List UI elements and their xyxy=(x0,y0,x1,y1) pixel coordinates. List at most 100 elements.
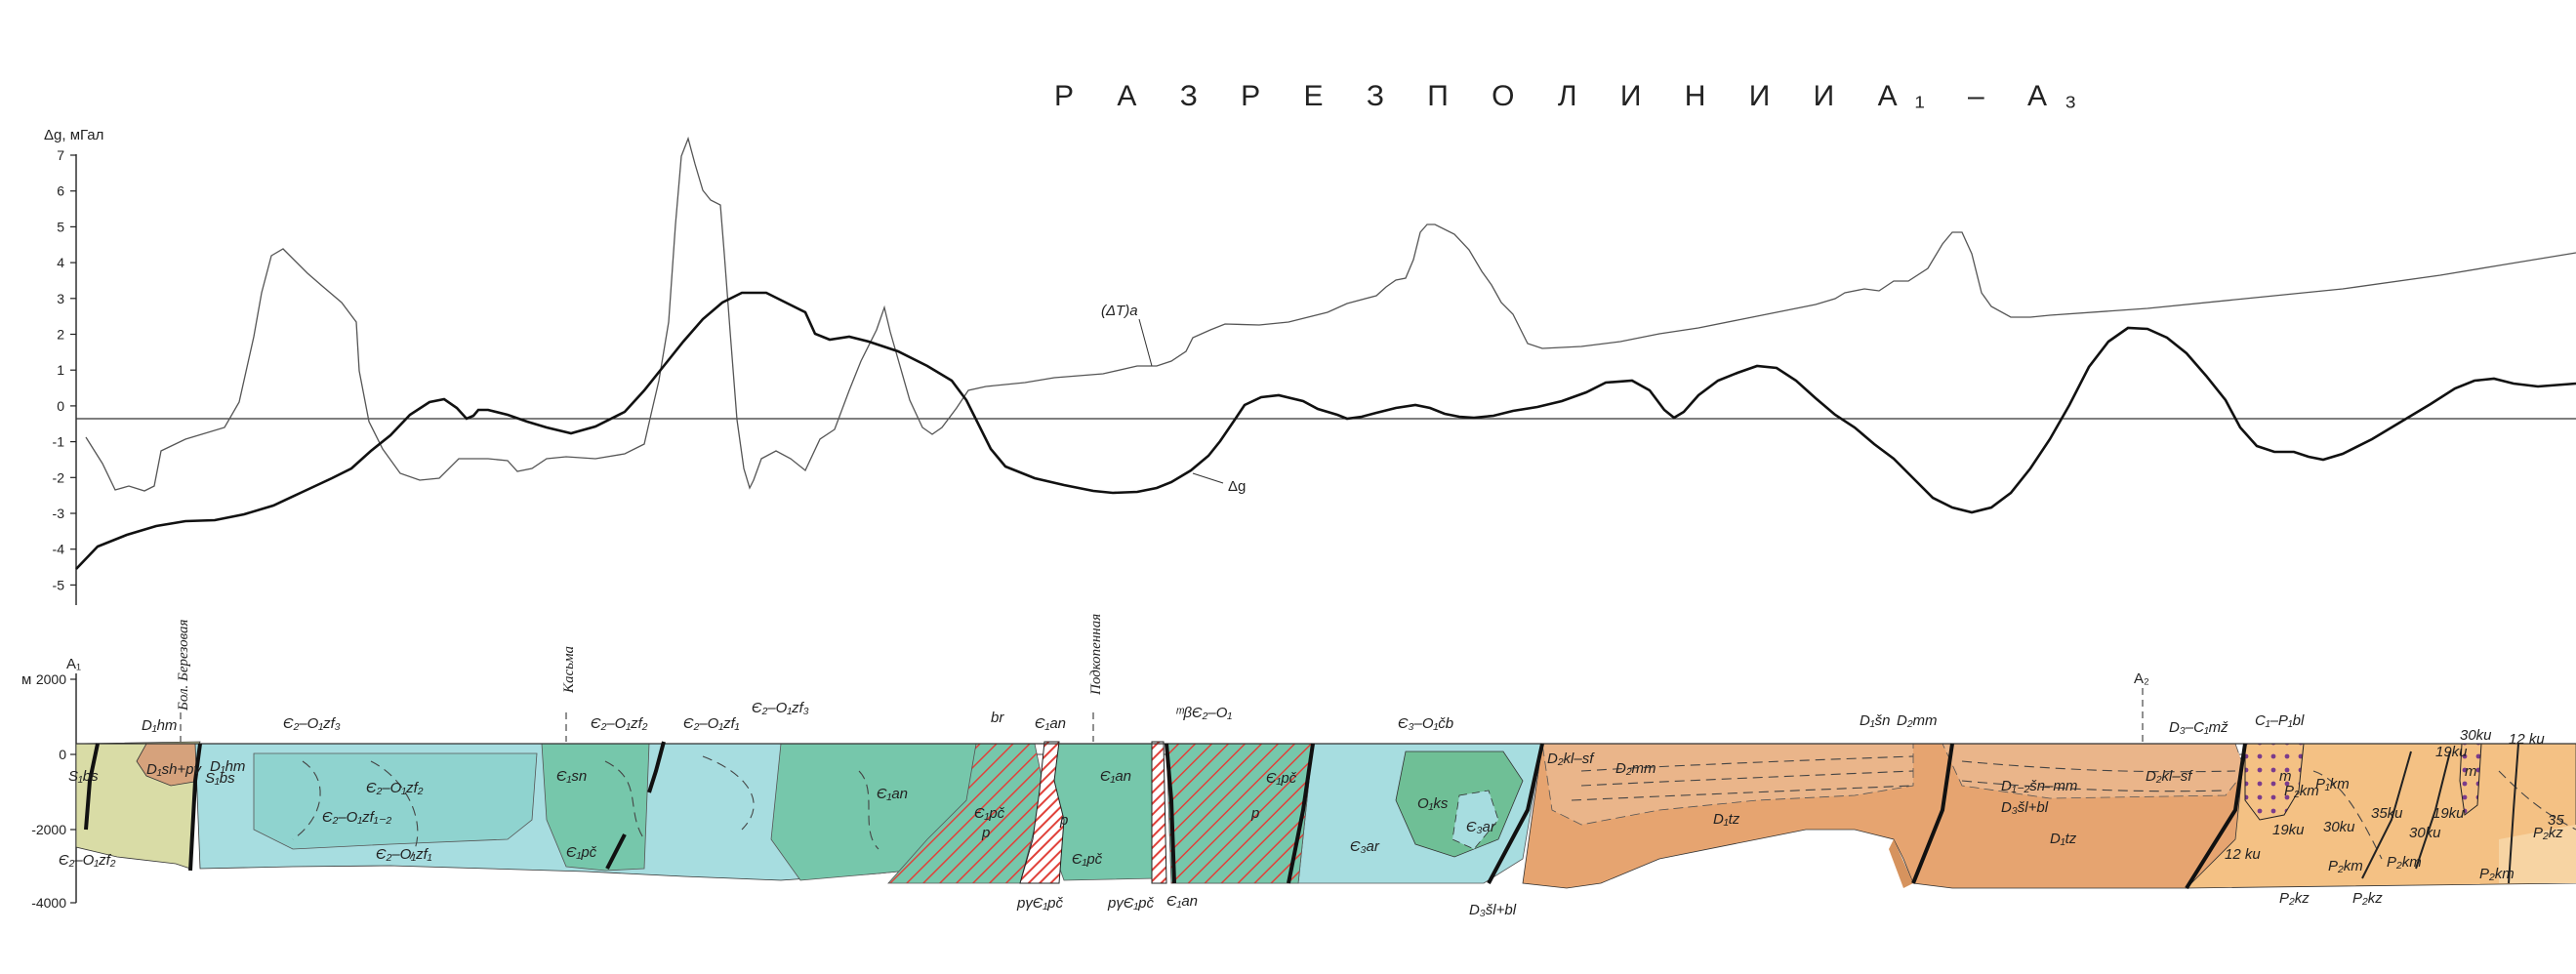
geology-unit-label: Є₁pč xyxy=(974,805,1005,822)
geology-unit-label: 35 xyxy=(2548,812,2564,829)
dashed-contacts xyxy=(292,755,2576,860)
geology-unit-label: Є₂–O₁zf₁ xyxy=(376,846,432,863)
geology-unit-label: 19ku xyxy=(2272,822,2305,838)
geology-unit-label: D₁sh+pv xyxy=(146,761,203,778)
gravity-tick-label: 1 xyxy=(57,362,64,378)
geology-unit-label: pγЄ₁pč xyxy=(1107,895,1155,912)
depth-tick-label: -4000 xyxy=(31,895,66,911)
unit-cambrian-ar-core xyxy=(1452,790,1499,850)
depth-tick-label: 2000 xyxy=(36,671,66,687)
geology-unit-label: Є₂–O₁zf₂ xyxy=(591,715,648,732)
geology-unit-label: D₁hm xyxy=(210,758,245,775)
thin-faults xyxy=(2361,743,2519,884)
geology-unit-label: Є₂–O₁zf₂ xyxy=(59,852,116,869)
geology-unit-label: Є₂–O₁zf₃ xyxy=(752,700,809,716)
geology-unit-label: 19ku xyxy=(2435,744,2468,760)
gravity-tick-label: 2 xyxy=(57,327,64,343)
geology-unit-label: D₁tz xyxy=(1713,811,1740,828)
intrusion-right xyxy=(1151,741,1167,884)
geology-unit-label: D₂mm xyxy=(1615,760,1656,777)
geology-unit-label: Є₁pč xyxy=(566,844,597,861)
geology-unit-label: Є₁an xyxy=(1035,715,1066,732)
unit-devonian-upper xyxy=(1541,743,1914,826)
geology-unit-label: Є₂–O₁zf₂ xyxy=(366,780,424,796)
geology-unit-label: pγЄ₁pč xyxy=(1016,895,1064,912)
geology-unit-label: C₁–P₁bl xyxy=(2255,712,2305,729)
unit-cambrian-mid xyxy=(253,752,538,850)
geology-unit-label: P₂km xyxy=(2328,858,2363,874)
unit-permian-lower xyxy=(2499,825,2576,883)
geology-unit-label: D₂mm xyxy=(1897,712,1938,729)
locality-label-1: Бол. Березовая xyxy=(176,619,191,711)
gravity-tick-label: 6 xyxy=(57,183,64,199)
depth-axis-unit: м xyxy=(21,671,31,688)
geology-unit-label: D₃šl+bl xyxy=(1469,902,1517,918)
geology-unit-label: m xyxy=(2279,768,2292,785)
geology-unit-label: S₁bs xyxy=(68,768,99,785)
geology-unit-label: p xyxy=(981,825,990,841)
geology-unit-label: P₁km xyxy=(2315,776,2350,792)
gravity-tick-label: -1 xyxy=(53,434,65,450)
geology-unit-label: br xyxy=(991,710,1004,726)
geology-unit-label: Є₃ar xyxy=(1350,838,1380,855)
gravity-curve-leader xyxy=(1192,472,1224,484)
geology-unit-label: Є₁an xyxy=(877,786,908,802)
locality-label-3: Подкопенная xyxy=(1088,614,1104,696)
gravity-tick-label: -4 xyxy=(53,542,65,557)
unit-devonian-deep-left xyxy=(1889,839,1913,888)
geology-unit-label: P₂kz xyxy=(2279,890,2310,907)
geology-unit-label: P₂km xyxy=(2479,866,2515,882)
geology-unit-label: D₁₋₂šn–mm xyxy=(2001,778,2077,794)
gravity-tick-label: 0 xyxy=(57,398,64,414)
geology-unit-label: D₂kl–sf xyxy=(2146,768,2193,785)
geology-unit-label: ᵐβЄ₂–O₁ xyxy=(1176,705,1232,721)
geology-unit-label: Є₂–O₁zf₁ xyxy=(683,715,740,732)
gravity-tick-label: 4 xyxy=(57,255,64,270)
geology-unit-label: p xyxy=(1250,805,1259,822)
gravity-curve-label: Δg xyxy=(1228,478,1246,495)
geology-unit-label: D₁tz xyxy=(2050,831,2077,847)
gravity-panel: Δg, мГал 7 6 5 4 3 2 1 0 -1 -2 -3 -4 -5 (ΔT)a Δg xyxy=(44,127,2576,605)
geology-unit-label: 30ku xyxy=(2409,825,2441,841)
geology-unit-label: m xyxy=(2465,763,2477,780)
geology-unit-label: P₂km xyxy=(2284,783,2319,799)
gravity-axis-ticks: 7 6 5 4 3 2 1 0 -1 -2 -3 -4 -5 xyxy=(53,147,76,592)
geology-unit-label: 12 ku xyxy=(2225,846,2261,863)
geology-unit-label: Є₂–O₁zf₃ xyxy=(283,715,341,732)
depth-tick-label: 0 xyxy=(59,747,66,762)
depth-tick-label: -2000 xyxy=(31,822,66,837)
geology-unit-label: p xyxy=(1059,812,1068,829)
locality-label-2: Касьма xyxy=(561,646,577,694)
magnetic-curve-label: (ΔT)a xyxy=(1101,303,1138,319)
geology-unit-label: D₂kl–sf xyxy=(1547,751,1595,767)
gravity-tick-label: -5 xyxy=(53,577,65,592)
geology-unit-label: D₁hm xyxy=(142,717,177,734)
cross-section: м 2000 0 -2000 -4000 xyxy=(21,614,2576,918)
geology-unit-label: Є₁an xyxy=(1100,768,1131,785)
intrusion-left xyxy=(1019,741,1065,884)
geology-unit-label: Є₃–O₁čb xyxy=(1398,715,1453,732)
geology-unit-label: D₁šn xyxy=(1860,712,1890,729)
geology-unit-label: Є₃ar xyxy=(1466,819,1496,835)
geology-unit-label: O₁ks xyxy=(1417,795,1449,812)
gravity-tick-label: 3 xyxy=(57,291,64,306)
geology-unit-label: 12 ku xyxy=(2509,731,2545,748)
geology-unit-label: Є₁pč xyxy=(1266,770,1297,787)
gravity-axis-label: Δg, мГал xyxy=(44,127,103,143)
profile-point-a2: A₂ xyxy=(2134,670,2149,687)
geology-unit-label: P₂km xyxy=(2387,854,2422,871)
geology-unit-label: D₃šl+bl xyxy=(2001,799,2049,816)
geology-unit-label: Є₁sn xyxy=(556,768,587,785)
gravity-tick-label: -2 xyxy=(53,469,65,485)
section-title: Р А З Р Е З П О Л И Н И И А₁ – А₃ xyxy=(1054,80,2094,112)
geology-unit-label: Є₁an xyxy=(1166,893,1198,910)
geology-unit-label: P₂kz xyxy=(2352,890,2383,907)
gravity-anomaly-curve xyxy=(75,291,2576,570)
depth-axis-ticks: 2000 0 -2000 -4000 xyxy=(31,671,76,911)
geology-unit-label: D₃–C₁mž xyxy=(2169,719,2228,736)
gravity-tick-label: 7 xyxy=(57,147,64,163)
geology-unit-label: 35ku xyxy=(2371,805,2403,822)
magnetic-curve-leader xyxy=(1138,318,1153,367)
